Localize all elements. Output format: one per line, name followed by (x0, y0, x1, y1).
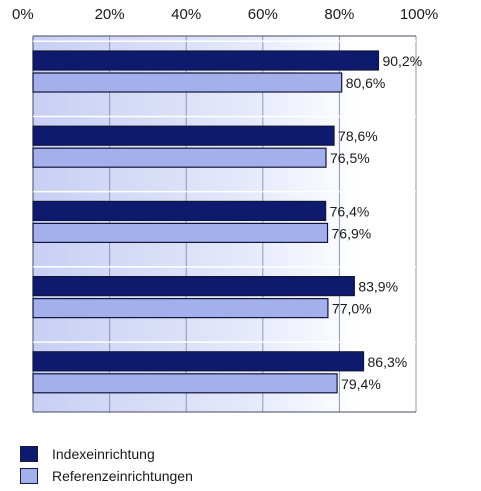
legend-item-reference: Referenzeinrichtungen (20, 465, 193, 487)
x-tick-label: 0% (12, 6, 34, 23)
value-label-referenzeinrichtungen: 77,0% (332, 301, 372, 317)
x-tick-label: 40% (171, 6, 201, 23)
value-label-referenzeinrichtungen: 76,5% (330, 150, 370, 166)
value-label-indexeinrichtung: 86,3% (368, 354, 408, 370)
legend-swatch-index (20, 446, 38, 462)
value-label-referenzeinrichtungen: 76,9% (332, 225, 372, 241)
bar-referenzeinrichtungen (33, 374, 337, 393)
bar-indexeinrichtung (33, 277, 354, 296)
x-tick-label: 80% (324, 6, 354, 23)
value-label-indexeinrichtung: 78,6% (338, 128, 378, 144)
legend-item-index: Indexeinrichtung (20, 443, 193, 465)
bar-referenzeinrichtungen (33, 148, 326, 167)
value-label-referenzeinrichtungen: 80,6% (346, 75, 386, 91)
bar-referenzeinrichtungen (33, 223, 328, 242)
bar-referenzeinrichtungen (33, 299, 328, 318)
x-tick-label: 60% (248, 6, 278, 23)
x-tick-label: 20% (95, 6, 125, 23)
value-label-indexeinrichtung: 83,9% (358, 279, 398, 295)
legend-label-reference: Referenzeinrichtungen (52, 468, 193, 484)
value-label-referenzeinrichtungen: 79,4% (341, 376, 381, 392)
value-label-indexeinrichtung: 90,2% (382, 53, 422, 69)
x-tick-label: 100% (400, 6, 438, 23)
bar-indexeinrichtung (33, 51, 378, 70)
legend-swatch-reference (20, 468, 38, 484)
bar-indexeinrichtung (33, 352, 364, 371)
bar-indexeinrichtung (33, 201, 326, 220)
bar-referenzeinrichtungen (33, 73, 342, 92)
legend-label-index: Indexeinrichtung (52, 446, 155, 462)
legend: Indexeinrichtung Referenzeinrichtungen (20, 443, 193, 487)
value-label-indexeinrichtung: 76,4% (330, 203, 370, 219)
bar-indexeinrichtung (33, 126, 334, 145)
